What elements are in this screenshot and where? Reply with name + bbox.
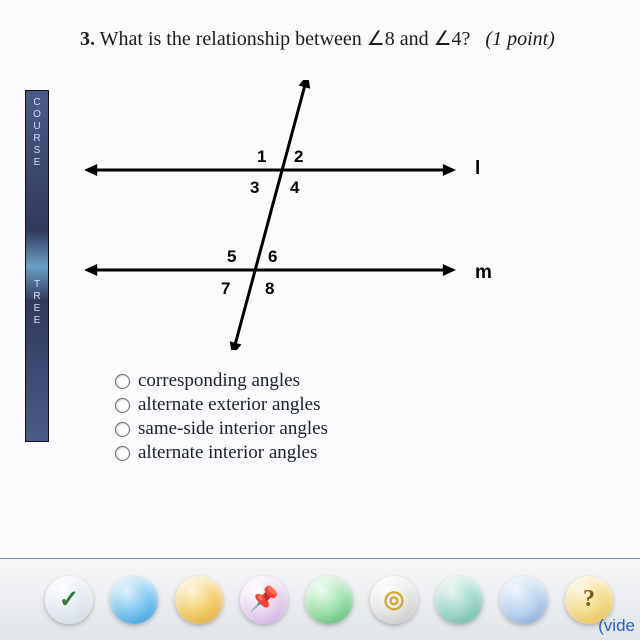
svg-text:m: m xyxy=(475,262,492,283)
question-body: What is the relationship between ∠8 and … xyxy=(100,28,471,50)
option-label: alternate interior angles xyxy=(138,442,317,464)
pin-button[interactable]: 📌 xyxy=(240,576,288,624)
radio-icon[interactable] xyxy=(115,446,130,461)
question-points: (1 point) xyxy=(485,28,554,50)
svg-text:l: l xyxy=(475,158,480,179)
radio-icon[interactable] xyxy=(115,374,130,389)
radio-icon[interactable] xyxy=(115,398,130,413)
bottom-toolbar: ✓ 📌 ◎?(vide xyxy=(0,558,640,640)
globe-teal-button[interactable] xyxy=(435,576,483,624)
svg-text:8: 8 xyxy=(265,279,274,298)
option-row[interactable]: alternate interior angles xyxy=(115,442,328,464)
pin-icon: 📌 xyxy=(249,585,279,614)
option-row[interactable]: alternate exterior angles xyxy=(115,394,328,416)
flag-button[interactable] xyxy=(500,576,548,624)
worksheet-page: COURSE TREE 3. What is the relationship … xyxy=(0,0,640,560)
globe-gold-button[interactable] xyxy=(175,576,223,624)
svg-text:7: 7 xyxy=(221,279,230,298)
screen: COURSE TREE 3. What is the relationship … xyxy=(0,0,640,640)
option-row[interactable]: same-side interior angles xyxy=(115,418,328,440)
globe-blue-button[interactable] xyxy=(110,576,158,624)
course-tree-sidebar[interactable]: COURSE TREE xyxy=(25,90,49,442)
svg-text:3: 3 xyxy=(250,178,259,197)
option-row[interactable]: corresponding angles xyxy=(115,370,328,392)
svg-text:6: 6 xyxy=(268,247,277,266)
answer-options: corresponding anglesalternate exterior a… xyxy=(115,370,328,466)
disc-button[interactable]: ◎ xyxy=(370,576,418,624)
help-icon: ? xyxy=(583,586,595,613)
question-text: 3. What is the relationship between ∠8 a… xyxy=(80,26,555,51)
video-link[interactable]: (vide xyxy=(598,616,635,636)
svg-text:2: 2 xyxy=(294,147,303,166)
diagram-svg: l m 1 2 3 4 5 6 7 8 xyxy=(85,80,515,350)
angle-diagram: l m 1 2 3 4 5 6 7 8 xyxy=(85,80,515,350)
sidebar-label-bottom: TREE xyxy=(26,279,48,327)
option-label: same-side interior angles xyxy=(138,418,328,440)
option-label: alternate exterior angles xyxy=(138,394,321,416)
svg-text:5: 5 xyxy=(227,247,236,266)
svg-text:4: 4 xyxy=(290,178,300,197)
radio-icon[interactable] xyxy=(115,422,130,437)
check-icon: ✓ xyxy=(59,585,79,614)
svg-text:1: 1 xyxy=(257,147,266,166)
check-button[interactable]: ✓ xyxy=(45,576,93,624)
question-number: 3. xyxy=(80,28,95,50)
sidebar-label-top: COURSE xyxy=(26,97,48,169)
disc-icon: ◎ xyxy=(384,585,405,614)
globe-green-button[interactable] xyxy=(305,576,353,624)
option-label: corresponding angles xyxy=(138,370,300,392)
